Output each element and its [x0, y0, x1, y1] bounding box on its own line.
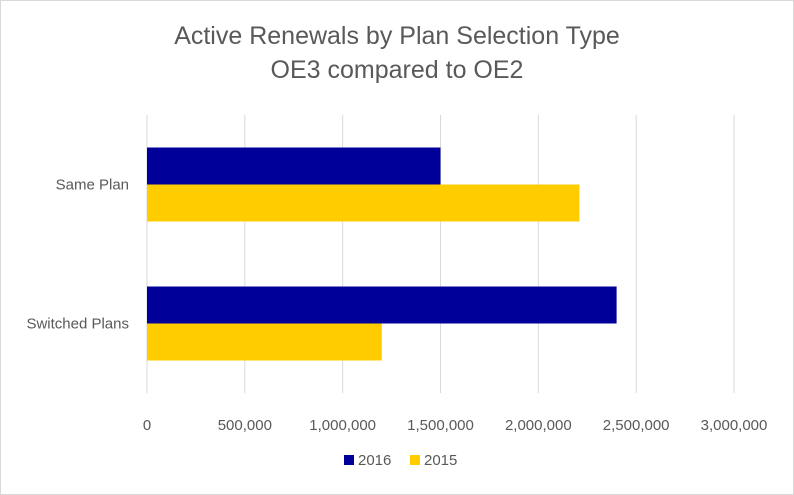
- x-tick-label: 2,500,000: [603, 417, 670, 434]
- legend-swatch-2016: [344, 455, 354, 465]
- x-tick-label: 1,000,000: [309, 417, 376, 434]
- legend-label: 2016: [358, 452, 391, 469]
- bar-2016: [147, 286, 617, 324]
- bar-2015: [147, 323, 382, 361]
- bar-2016: [147, 147, 441, 185]
- chart-title-block: Active Renewals by Plan Selection Type O…: [1, 19, 793, 87]
- category-label: Same Plan: [56, 177, 129, 194]
- chart-title: Active Renewals by Plan Selection Type: [174, 22, 620, 50]
- x-tick-label: 2,000,000: [505, 417, 572, 434]
- x-tick-label: 3,000,000: [701, 417, 768, 434]
- chart-subtitle: OE3 compared to OE2: [270, 56, 524, 84]
- category-label: Switched Plans: [26, 316, 129, 333]
- x-tick-label: 0: [143, 417, 151, 434]
- x-tick-label: 500,000: [218, 417, 272, 434]
- x-tick-label: 1,500,000: [407, 417, 474, 434]
- legend-label: 2015: [424, 452, 457, 469]
- bar-2015: [147, 184, 580, 222]
- legend-swatch-2015: [410, 455, 420, 465]
